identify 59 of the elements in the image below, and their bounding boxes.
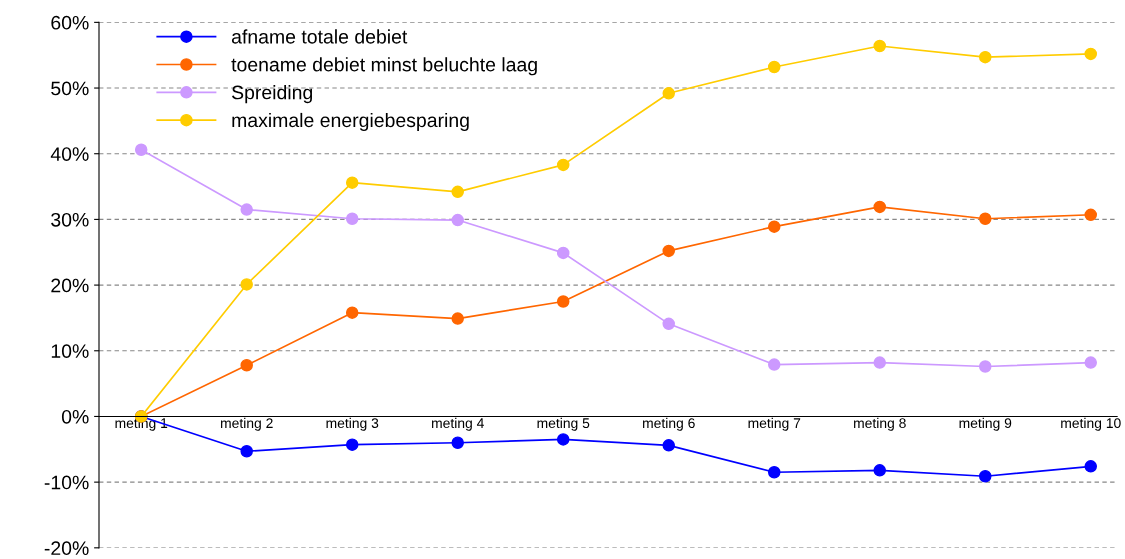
point bbox=[240, 445, 253, 458]
point bbox=[240, 278, 253, 291]
legend-label: maximale energiebesparing bbox=[232, 112, 469, 132]
y-tick-label: -20% bbox=[44, 541, 89, 556]
point bbox=[978, 50, 992, 64]
point bbox=[767, 220, 781, 233]
point bbox=[873, 356, 886, 369]
point bbox=[451, 312, 464, 325]
x-tick-label: meting 9 bbox=[959, 417, 1012, 431]
legend-label: Spreiding bbox=[232, 85, 313, 104]
point bbox=[345, 176, 359, 189]
point bbox=[767, 358, 781, 371]
point bbox=[345, 438, 359, 451]
y-tick-label: -10% bbox=[44, 475, 89, 490]
point bbox=[556, 433, 570, 446]
point bbox=[767, 60, 781, 74]
point bbox=[451, 436, 464, 449]
point bbox=[662, 244, 675, 258]
y-tick-label: 60% bbox=[51, 15, 89, 30]
point bbox=[240, 203, 253, 216]
point bbox=[134, 143, 148, 157]
point bbox=[767, 466, 781, 479]
x-tick-label: meting 10 bbox=[1061, 417, 1121, 431]
x-tick-label: meting 2 bbox=[221, 417, 273, 431]
x-tick-label: meting 5 bbox=[537, 417, 590, 431]
y-tick-label: 30% bbox=[51, 212, 89, 227]
point bbox=[978, 469, 992, 483]
point bbox=[662, 439, 675, 452]
legend-label: toename debiet minst beluchte laag bbox=[231, 57, 537, 76]
point bbox=[1084, 356, 1097, 369]
point bbox=[662, 87, 675, 100]
point bbox=[556, 295, 570, 308]
point bbox=[556, 158, 570, 172]
point bbox=[345, 306, 359, 319]
point bbox=[451, 213, 464, 227]
point bbox=[873, 39, 886, 53]
point bbox=[240, 358, 253, 372]
point bbox=[873, 464, 886, 477]
x-tick-label: meting 7 bbox=[748, 417, 801, 431]
y-tick-label: 0% bbox=[61, 409, 89, 424]
point bbox=[873, 200, 886, 214]
point bbox=[345, 212, 359, 226]
point bbox=[978, 360, 992, 373]
point bbox=[1084, 47, 1097, 61]
x-tick-label: meting 3 bbox=[326, 417, 379, 431]
x-tick-label: meting 8 bbox=[854, 417, 906, 431]
y-tick-label: 40% bbox=[50, 147, 89, 161]
point bbox=[1084, 460, 1097, 473]
point bbox=[451, 185, 464, 199]
point bbox=[978, 212, 992, 226]
x-tick-label: meting 6 bbox=[643, 417, 695, 431]
y-tick-label: 20% bbox=[51, 278, 89, 293]
point bbox=[1084, 208, 1097, 222]
point bbox=[556, 246, 570, 260]
legend-label: afname totale debiet bbox=[231, 29, 408, 44]
y-tick-label: 50% bbox=[51, 81, 89, 96]
y-tick-label: 10% bbox=[51, 344, 89, 359]
point bbox=[662, 317, 675, 331]
x-tick-label: meting 4 bbox=[432, 417, 484, 431]
